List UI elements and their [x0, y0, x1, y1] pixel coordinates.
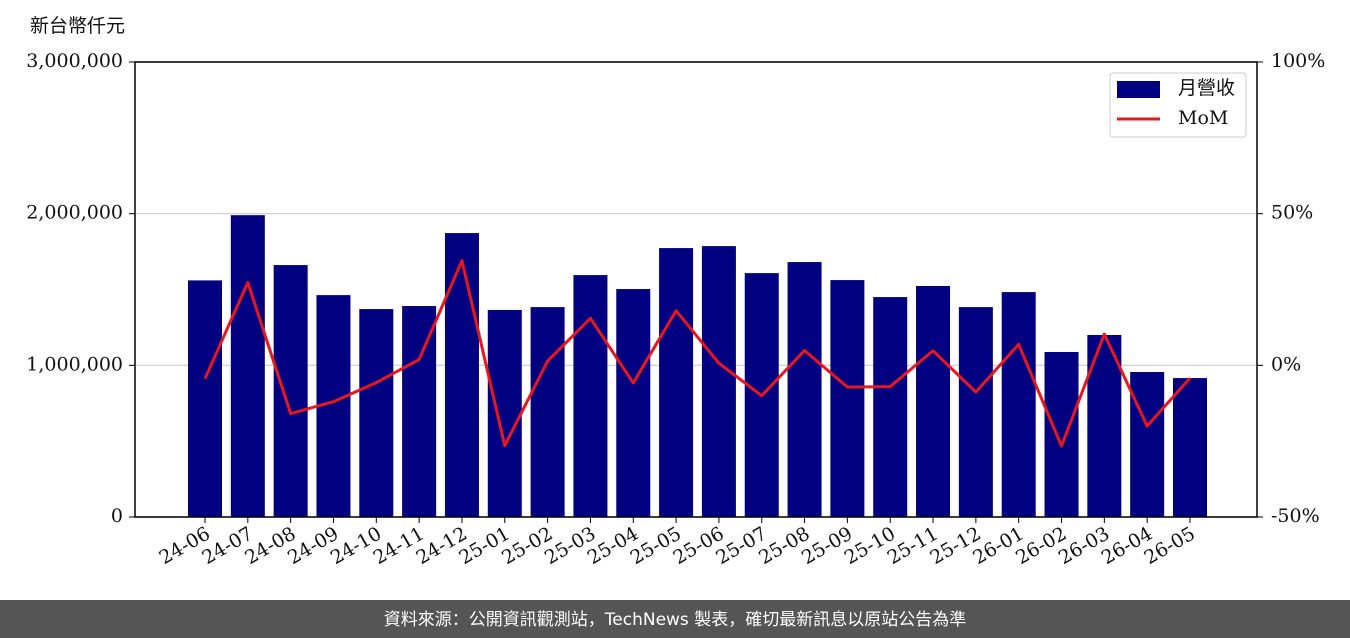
plot-frame: [134, 61, 1258, 518]
legend-swatch: [1117, 81, 1160, 98]
bar: [230, 215, 265, 517]
footer: 資料來源：公開資訊觀測站，TechNews 製表，確切最新訊息以原站公告為準: [384, 610, 966, 630]
footer-bar: [0, 600, 1350, 638]
bar: [273, 265, 308, 517]
bar: [1130, 372, 1165, 517]
y2-tick-label: 0%: [1271, 353, 1301, 375]
y-tick-label: 0: [111, 505, 123, 527]
bar: [958, 307, 993, 517]
bar: [487, 309, 522, 517]
x-tick-label: 26-05: [1141, 523, 1199, 569]
bar: [616, 289, 651, 517]
y-tick-label: 3,000,000: [26, 50, 123, 72]
bar: [1173, 378, 1207, 517]
y2-tick-label: 50%: [1271, 202, 1313, 224]
bar: [1001, 292, 1036, 517]
legend-label: MoM: [1178, 107, 1228, 129]
bar: [444, 233, 479, 517]
y-tick-label: 2,000,000: [26, 202, 123, 224]
bar: [573, 275, 608, 517]
y2-tick-label: 100%: [1271, 50, 1325, 72]
bar: [359, 309, 394, 517]
bar: [659, 248, 694, 517]
bar: [916, 286, 951, 517]
bar: [701, 246, 736, 517]
legend-label: 月營收: [1178, 77, 1235, 99]
bar: [1044, 351, 1079, 517]
bar: [830, 280, 865, 517]
bar: [188, 280, 222, 517]
bar: [530, 307, 565, 517]
y2-tick-label: -50%: [1271, 505, 1320, 527]
y-tick-label: 1,000,000: [26, 353, 123, 375]
bar: [402, 306, 437, 517]
y-axis-label: 新台幣仟元: [30, 15, 125, 37]
bar: [787, 262, 822, 517]
line: [203, 259, 1192, 448]
bar: [873, 297, 908, 517]
